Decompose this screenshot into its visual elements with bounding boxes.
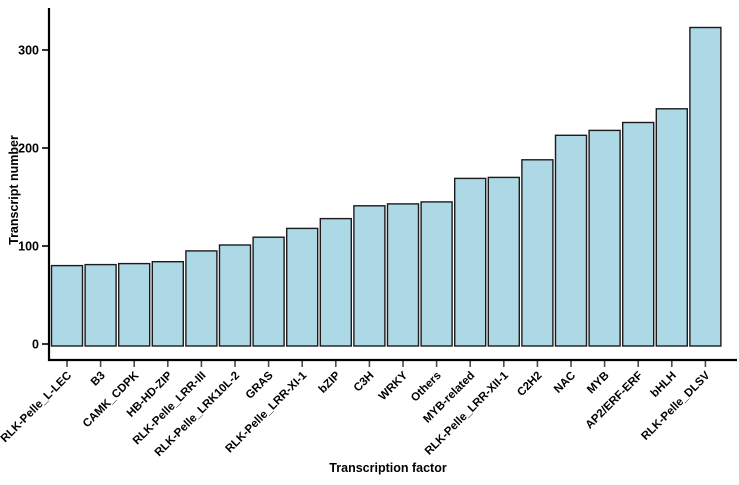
x-tick-label-C3H: C3H [352, 370, 377, 395]
bar-RLK-Pelle_DLSV [689, 26, 722, 347]
y-tick-label-200: 200 [18, 142, 39, 156]
bar-MYB-related [454, 177, 487, 347]
x-tick-label-bHLH: bHLH [649, 370, 679, 400]
bar-C3H [353, 205, 386, 347]
bar-RLK-Pelle_L-LEC [50, 264, 84, 347]
bar-MYB [588, 129, 621, 347]
bar-WRKY [386, 203, 420, 347]
bar-RLK-Pelle_LRK10L-2 [218, 244, 252, 347]
y-axis-title: Transcript number [7, 135, 21, 245]
bar-bHLH [655, 108, 688, 347]
bar-AP2/ERF-ERF [622, 121, 655, 347]
x-tick-label-bZIP: bZIP [317, 369, 343, 395]
x-tick-label-B3: B3 [89, 370, 108, 389]
bar-Others [420, 201, 453, 347]
y-tick-label-300: 300 [18, 44, 39, 58]
bar-B3 [84, 263, 117, 347]
y-tick-label-100: 100 [18, 240, 39, 254]
bar-CAMK_CDPK [117, 262, 151, 347]
x-tick-label-WRKY: WRKY [377, 369, 411, 403]
x-tick-label-MYB: MYB [585, 370, 612, 397]
bar-C2H2 [521, 159, 554, 347]
x-tick-label-GRAS: GRAS [244, 369, 276, 401]
bar-HB-HD-ZIP [151, 261, 185, 347]
bar-NAC [554, 134, 588, 347]
bar-GRAS [252, 236, 285, 347]
x-tick-label-C2H2: C2H2 [515, 370, 544, 399]
bar-RLK-Pelle_LRR-XI-1 [286, 227, 319, 347]
bar-RLK-Pelle_LRR-XII-1 [487, 176, 520, 347]
x-axis-title: Transcription factor [329, 461, 447, 475]
x-tick-label-NAC: NAC [552, 370, 578, 396]
bar-bZIP [319, 217, 352, 347]
x-tick-label-RLK-Pelle_L-LEC: RLK-Pelle_L-LEC [0, 370, 74, 445]
bar-RLK-Pelle_LRR-III [185, 250, 218, 347]
y-tick-label-0: 0 [32, 338, 39, 352]
